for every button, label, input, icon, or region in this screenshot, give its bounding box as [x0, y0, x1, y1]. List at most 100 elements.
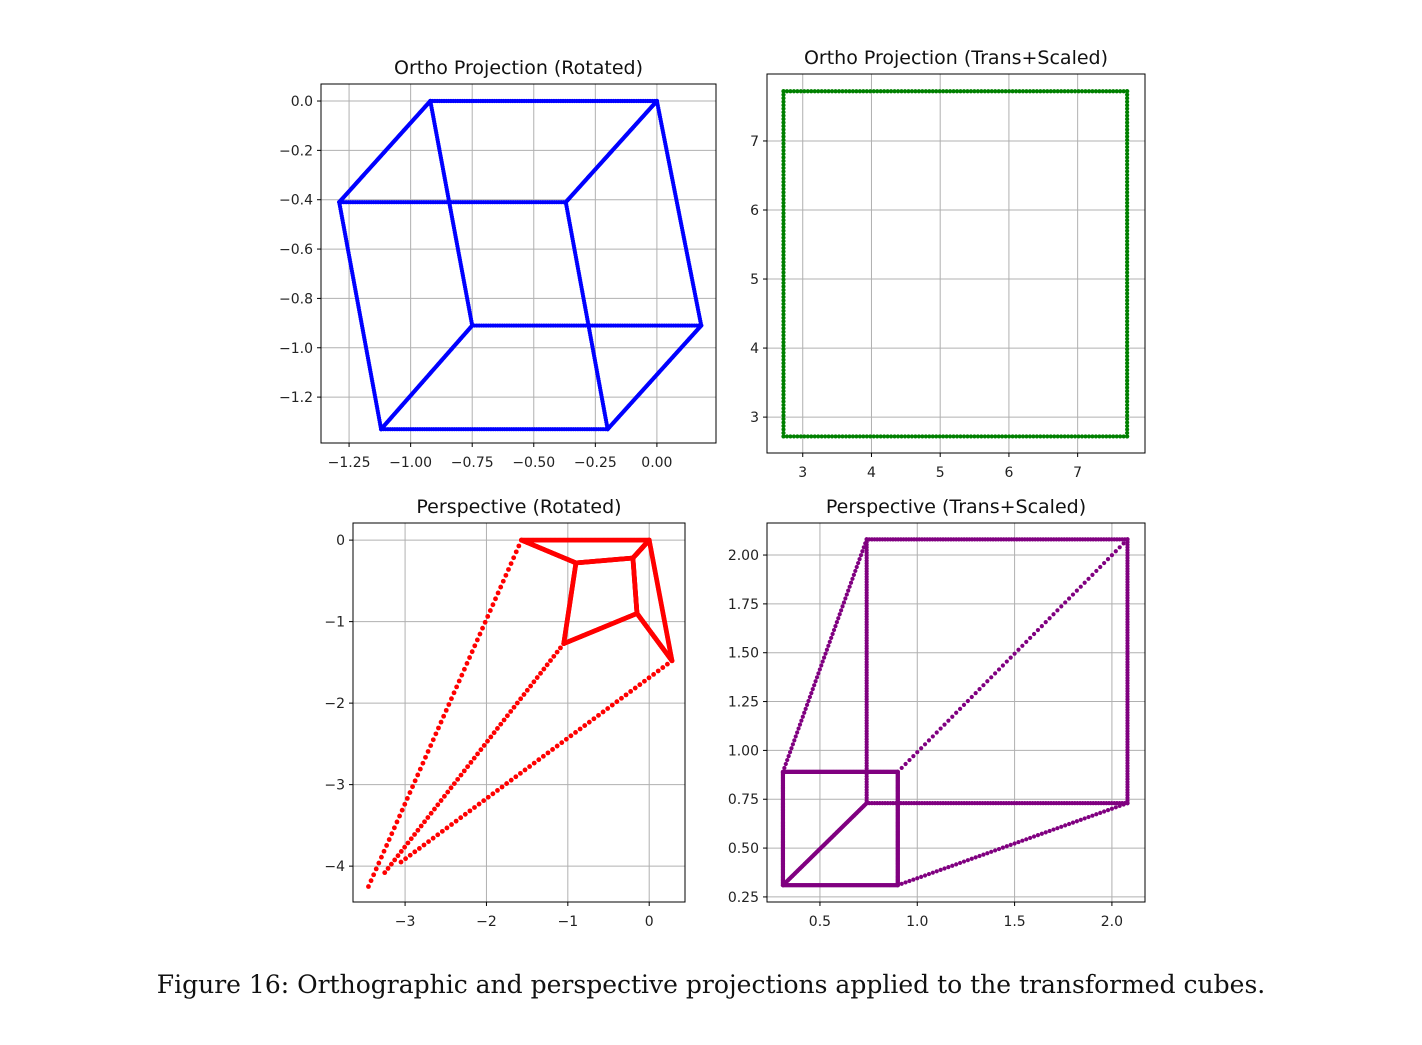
data-point	[785, 757, 790, 763]
x-tick-label: −0.75	[451, 455, 494, 471]
data-point	[1125, 266, 1130, 272]
data-point	[1125, 361, 1130, 366]
data-point	[1125, 270, 1130, 275]
data-point	[511, 555, 517, 561]
data-point	[915, 876, 920, 881]
y-tick-label: 3	[750, 410, 759, 426]
data-point	[1125, 280, 1130, 286]
data-point	[402, 844, 408, 850]
data-point	[1125, 211, 1130, 216]
subplot-2: 3 4 5 6 7 3 4 5 6 7 Ortho Projection (Trans+Scaled…	[750, 47, 1146, 481]
data-point	[435, 802, 441, 808]
data-point	[433, 731, 439, 737]
data-point	[781, 169, 786, 174]
data-point	[1105, 808, 1111, 813]
data-point	[781, 312, 786, 317]
data-point	[410, 784, 415, 790]
data-point	[528, 683, 534, 689]
data-point	[781, 350, 786, 355]
data-point	[467, 808, 473, 814]
data-point	[1125, 287, 1130, 293]
data-point	[854, 434, 859, 439]
data-point	[1039, 831, 1044, 836]
data-point	[391, 825, 397, 831]
data-point	[781, 343, 786, 348]
data-point	[1107, 434, 1112, 439]
data-point	[498, 721, 504, 727]
data-point	[456, 678, 462, 684]
y-tick-label: −1.0	[279, 341, 313, 357]
data-point	[436, 725, 441, 731]
data-point	[1125, 190, 1130, 195]
data-point	[989, 849, 994, 854]
data-point	[830, 631, 835, 637]
data-point	[833, 623, 838, 629]
data-point	[973, 855, 978, 860]
data-point	[1125, 284, 1130, 289]
x-tick-label: −0.50	[512, 455, 555, 471]
data-point	[408, 836, 414, 842]
data-point	[829, 89, 835, 94]
data-point	[813, 679, 818, 684]
data-point	[989, 89, 994, 94]
x-tick-label: 0	[645, 914, 654, 930]
data-point	[805, 89, 810, 94]
data-point	[646, 675, 652, 681]
data-point	[1121, 802, 1126, 807]
data-point	[795, 730, 800, 735]
data-point	[531, 679, 537, 685]
y-tick-label: 1.00	[728, 743, 759, 759]
data-point	[861, 434, 866, 439]
data-point	[781, 110, 786, 115]
data-point	[802, 434, 807, 439]
data-point	[373, 866, 379, 872]
data-point	[895, 89, 901, 94]
data-point	[833, 434, 838, 439]
data-point	[791, 434, 797, 439]
data-point	[850, 576, 855, 581]
data-point	[493, 596, 498, 602]
data-point	[1083, 89, 1088, 94]
cube-edge	[895, 537, 1130, 774]
x-tick-label: −1	[558, 914, 579, 930]
data-point	[1125, 301, 1130, 307]
data-point	[871, 434, 876, 439]
data-point	[1125, 537, 1130, 542]
data-point	[834, 620, 839, 625]
data-point	[527, 764, 533, 769]
subplot-title: Perspective (Rotated)	[416, 496, 621, 518]
data-point	[1121, 89, 1126, 94]
subplot-3: −3 −2 −1 0 0 −1 −2 −3 −4 Perspective (Rotated)	[324, 496, 686, 930]
data-point	[961, 434, 967, 439]
data-point	[847, 89, 852, 94]
data-point	[1000, 89, 1005, 94]
data-point	[1004, 659, 1009, 664]
data-point	[1125, 158, 1130, 164]
data-point	[836, 616, 841, 621]
data-point	[1070, 592, 1076, 597]
data-point	[973, 690, 978, 696]
data-point	[781, 89, 786, 94]
data-point	[930, 434, 935, 439]
data-point	[781, 301, 786, 307]
data-point	[913, 434, 918, 439]
data-point	[637, 682, 643, 688]
data-point	[1113, 549, 1118, 554]
data-point	[430, 737, 436, 743]
data-point	[469, 649, 475, 655]
subplot-title: Ortho Projection (Trans+Scaled)	[804, 47, 1108, 69]
data-point	[802, 710, 807, 715]
data-point	[1031, 434, 1036, 439]
data-point	[895, 883, 900, 888]
data-point	[389, 831, 395, 837]
data-point	[1097, 434, 1102, 439]
data-point	[475, 751, 480, 757]
data-point	[1125, 214, 1130, 219]
data-point	[985, 679, 990, 684]
data-point	[781, 106, 786, 111]
data-point	[605, 427, 610, 432]
data-point	[781, 423, 786, 429]
data-point	[800, 714, 805, 719]
data-point	[1062, 434, 1067, 439]
data-point	[1086, 814, 1091, 820]
